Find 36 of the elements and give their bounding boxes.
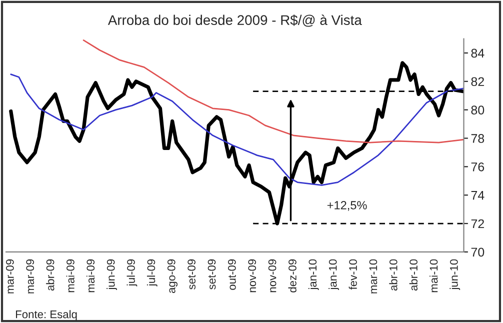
line-series xyxy=(10,74,464,186)
x-tick-label: jun-09 xyxy=(106,259,117,290)
x-tick-label: abr-09 xyxy=(46,259,54,291)
y-tick-label: 74 xyxy=(471,191,484,200)
x-tick-label: set-09 xyxy=(188,259,196,290)
x-tick-label: dez-09 xyxy=(288,259,296,292)
source-note: Fonte: Esalq xyxy=(16,310,77,320)
y-tick-label: 84 xyxy=(471,48,484,58)
x-tick-label: abr-10 xyxy=(389,259,398,291)
x-tick-label: ago-09 xyxy=(167,259,178,294)
x-tick-label: jan-10 xyxy=(328,259,339,290)
x-tick-label: abr-10 xyxy=(409,259,418,291)
y-tick-label: 76 xyxy=(471,162,484,172)
x-tick-label: jul-09 xyxy=(126,259,138,286)
y-tick-label: 82 xyxy=(471,77,484,86)
chart-title: Arroba do boi desde 2009 - R$/@ à Vista xyxy=(108,14,362,27)
x-tick-label: set-09 xyxy=(208,259,216,290)
x-tick-label: fev-10 xyxy=(348,259,357,290)
x-tick-label: jul-09 xyxy=(146,259,158,286)
x-tick-label: mar-10 xyxy=(369,259,378,294)
x-tick-label: mar-09 xyxy=(6,259,14,294)
x-tick-label: mar-09 xyxy=(26,259,34,294)
annotation: +12,5% xyxy=(327,201,367,211)
line-series xyxy=(82,39,464,144)
x-tick-label: jan-10 xyxy=(308,259,319,290)
x-tick-label: jun-10 xyxy=(450,259,460,290)
y-tick-label: 70 xyxy=(471,248,484,257)
y-tick-label: 72 xyxy=(471,219,484,228)
x-tick-label: nov-09 xyxy=(268,259,276,292)
x-tick-label: mai-09 xyxy=(86,259,95,292)
x-tick-label: mai-09 xyxy=(66,259,74,292)
y-tick-label: 80 xyxy=(471,106,484,114)
x-tick-label: out-09 xyxy=(228,259,236,290)
x-tick-label: mai-10 xyxy=(430,259,438,292)
y-tick-label: 78 xyxy=(471,134,484,143)
x-tick-label: nov-09 xyxy=(248,259,256,292)
